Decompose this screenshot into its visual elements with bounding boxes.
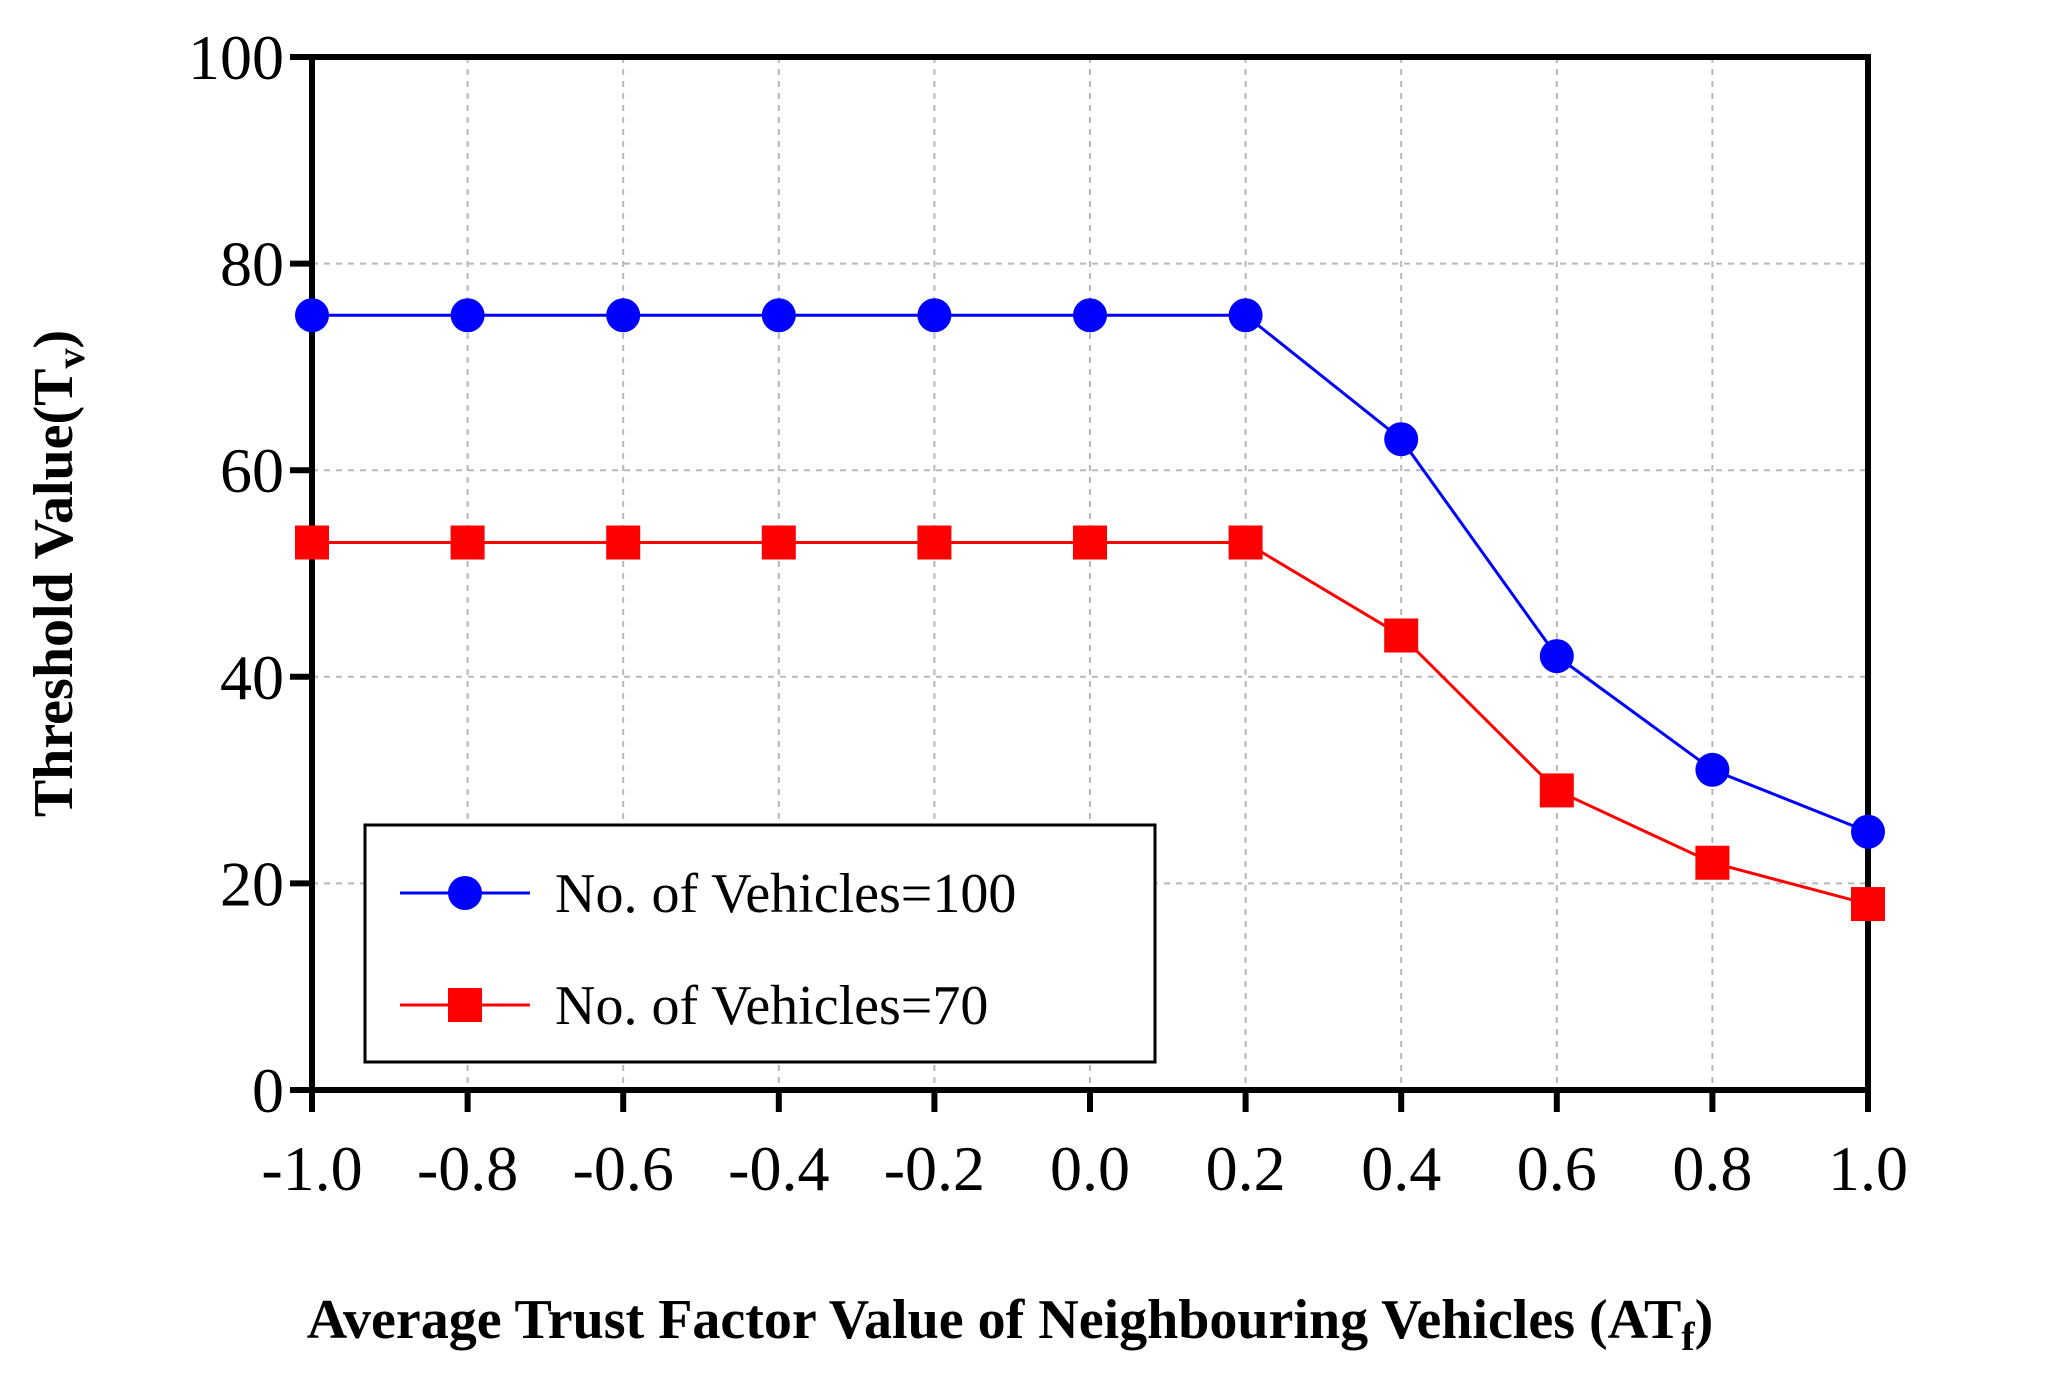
y-tick-label: 40 [220,642,284,713]
data-point-circle [761,298,796,333]
x-axis-title-main: Average Trust Factor Value of Neighbouri… [307,1289,1682,1351]
data-point-square [761,525,796,560]
legend-box [363,823,1157,1064]
x-axis-title-suffix: ) [1695,1289,1714,1351]
data-point-square [1851,887,1885,922]
x-tick-label: -0.4 [728,1133,829,1204]
y-tick-label: 80 [220,229,284,300]
x-tick-label: -0.2 [884,1133,985,1204]
data-point-square [1384,618,1419,653]
data-point-circle [1851,814,1885,849]
data-point-circle [1695,752,1730,787]
x-tick-label: 0.2 [1206,1133,1286,1204]
y-tick-label: 0 [252,1055,284,1126]
x-axis-title: Average Trust Factor Value of Neighbouri… [307,1289,1714,1359]
legend-label-2: No. of Vehicles=70 [555,975,988,1037]
x-tick-label: 0.6 [1517,1133,1597,1204]
data-point-circle [295,298,329,333]
y-axis-title-suffix: ) [23,330,85,349]
data-point-circle [917,298,952,333]
y-axis-title: Threshold Value(Tv) [23,330,93,817]
data-point-square [606,525,641,560]
y-axis-title-main: Threshold Value(T [23,368,85,817]
y-tick-label: 100 [188,22,284,93]
gridlines [312,57,1868,1090]
data-point-square [1073,525,1107,560]
y-tick-label: 20 [220,848,284,919]
series-markers [295,298,1885,922]
data-point-circle [1539,639,1574,674]
x-tick-label: 0.0 [1050,1133,1130,1204]
data-point-circle [1384,422,1419,457]
data-point-circle [450,298,485,333]
x-tick-label: 0.4 [1361,1133,1441,1204]
axes: -1.0 -0.8 -0.6 -0.4 -0.2 0.0 0.2 0.4 0.6 0.8 1.0 0 2… [188,22,1908,1204]
legend-label-1: No. of Vehicles=100 [555,863,1016,925]
x-tick-label: -0.8 [417,1133,518,1204]
x-tick-label: -1.0 [261,1133,362,1204]
data-point-square [917,525,952,560]
y-axis-title-subscript: v [48,348,93,368]
legend: No. of Vehicles=100 No. of Vehicles=70 [363,823,1157,1064]
y-tick-label: 60 [220,435,284,506]
legend-marker-circle [448,876,482,910]
data-point-square [1695,845,1730,880]
data-point-circle [606,298,641,333]
legend-marker-square [448,988,482,1022]
data-point-circle [1228,298,1263,333]
data-point-square [295,525,329,560]
x-tick-label: -0.6 [573,1133,674,1204]
x-axis-title-subscript: f [1681,1314,1695,1359]
data-point-square [450,525,485,560]
x-tick-label: 1.0 [1828,1133,1908,1204]
data-point-square [1228,525,1263,560]
data-point-square [1539,773,1574,808]
axis-titles: Average Trust Factor Value of Neighbouri… [23,330,1713,1359]
data-point-circle [1073,298,1107,333]
x-tick-label: 0.8 [1672,1133,1752,1204]
